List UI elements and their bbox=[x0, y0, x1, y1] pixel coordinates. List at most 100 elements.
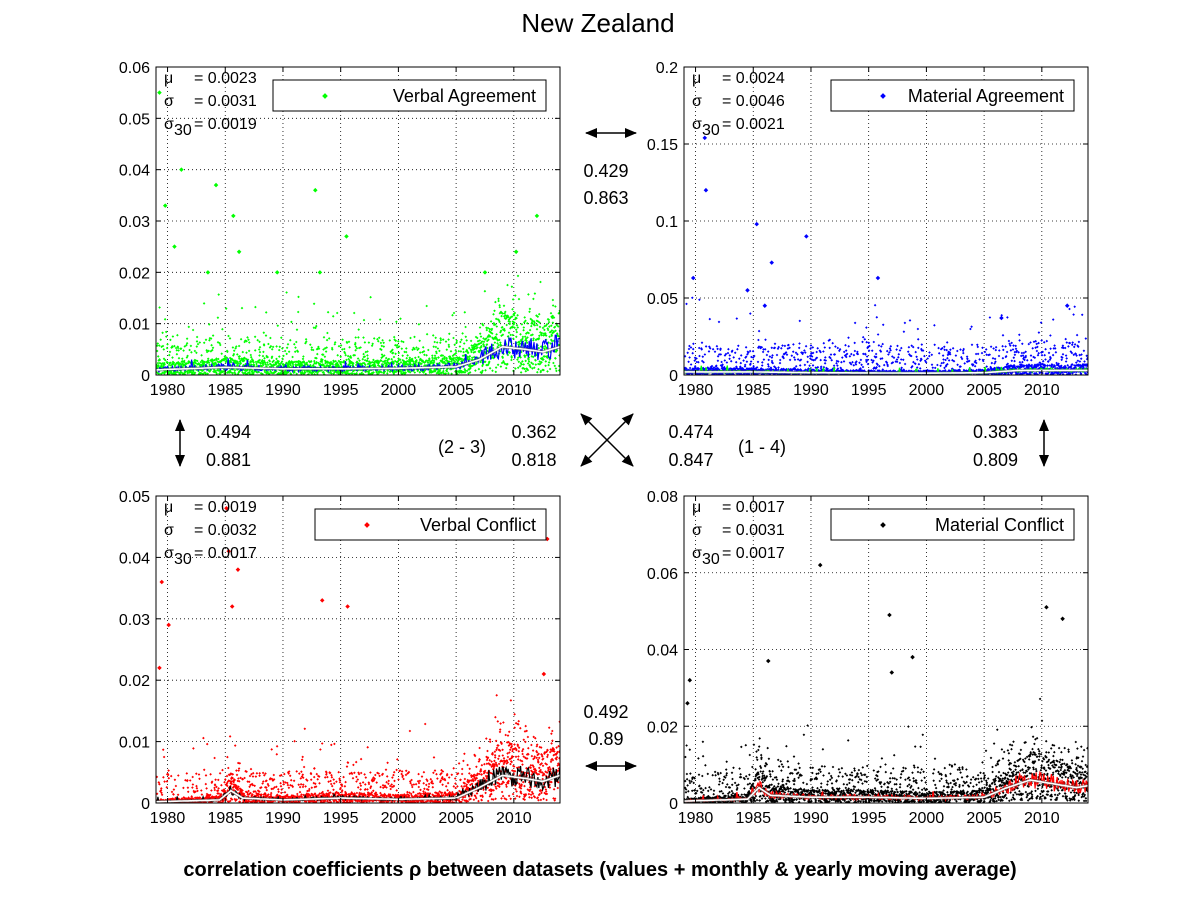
stat-mu-value: = 0.0024 bbox=[722, 70, 785, 87]
legend-label: Verbal Agreement bbox=[393, 86, 536, 106]
y-tick-label: 0.15 bbox=[647, 137, 678, 154]
stat-sigma30-subscript: 30 bbox=[702, 551, 720, 568]
x-tick-label: 2000 bbox=[909, 810, 945, 827]
legend: Verbal Agreement bbox=[272, 79, 547, 112]
scatter-point bbox=[685, 700, 690, 706]
corr-left-value-1: 0.494 bbox=[206, 422, 251, 442]
y-tick-label: 0.03 bbox=[119, 214, 150, 231]
x-tick-label: 1980 bbox=[678, 382, 714, 399]
stat-sigma-symbol: σ bbox=[164, 522, 174, 539]
stat-mu-value: = 0.0023 bbox=[194, 70, 257, 87]
yearly-moving-average bbox=[684, 369, 1088, 375]
stat-sigma30-symbol: σ bbox=[164, 116, 174, 133]
y-tick-label: 0.03 bbox=[119, 612, 150, 629]
scatter-point bbox=[319, 598, 325, 603]
x-tick-label: 1995 bbox=[851, 382, 887, 399]
yearly-moving-average bbox=[156, 345, 560, 371]
stat-sigma30-value: = 0.0017 bbox=[194, 545, 257, 562]
x-tick-label: 1990 bbox=[265, 382, 301, 399]
legend-box bbox=[272, 79, 547, 112]
stat-sigma30-subscript: 30 bbox=[174, 122, 192, 139]
y-tick-label: 0.04 bbox=[119, 163, 150, 180]
plot-area bbox=[156, 496, 560, 803]
corr-bottom-value-1: 0.492 bbox=[583, 702, 628, 722]
panel-material-conflict: 1980 1985 1990 1995 2000 2005 2010 0 0.02 0.04 0.0… bbox=[647, 489, 1089, 827]
stat-mu-symbol: μ bbox=[164, 499, 173, 516]
figure-footer: correlation coefficients ρ between datas… bbox=[183, 859, 1016, 881]
stat-sigma-symbol: σ bbox=[164, 93, 174, 110]
data-layer bbox=[684, 562, 1088, 803]
corr-top: 0.429 0.863 bbox=[583, 128, 637, 208]
y-tick-label: 0.05 bbox=[119, 489, 150, 506]
corr-top-value-1: 0.429 bbox=[583, 161, 628, 181]
x-tick-label: 1995 bbox=[851, 810, 887, 827]
x-tick-label: 1985 bbox=[207, 810, 243, 827]
scatter-point bbox=[769, 260, 774, 265]
scatter-point bbox=[344, 234, 349, 239]
y-tick-label: 0.06 bbox=[647, 566, 678, 583]
stat-mu-value: = 0.0017 bbox=[722, 499, 785, 516]
y-tick-label: 0.01 bbox=[119, 317, 150, 334]
corr-diag-1-4-value-2: 0.847 bbox=[668, 450, 713, 470]
scatter-cloud bbox=[156, 694, 560, 803]
y-tick-label: 0.06 bbox=[119, 60, 150, 77]
x-tick-label: 2005 bbox=[438, 382, 474, 399]
scatter-point bbox=[345, 604, 350, 609]
stat-sigma30-symbol: σ bbox=[692, 116, 702, 133]
corr-bottom: 0.492 0.89 bbox=[583, 702, 637, 771]
legend-label: Material Conflict bbox=[935, 515, 1064, 535]
scatter-point bbox=[875, 275, 881, 281]
x-tick-label: 1980 bbox=[678, 810, 714, 827]
legend: Verbal Conflict bbox=[314, 508, 547, 541]
stat-sigma-value: = 0.0032 bbox=[194, 522, 257, 539]
legend-marker bbox=[880, 522, 886, 528]
data-layer bbox=[156, 90, 560, 375]
legend-marker bbox=[364, 522, 370, 528]
stat-sigma-symbol: σ bbox=[692, 93, 702, 110]
y-tick-label: 0.04 bbox=[119, 550, 150, 567]
x-tick-label: 2005 bbox=[438, 810, 474, 827]
panel-verbal-agreement: 1980 1985 1990 1995 2000 2005 2010 0 0.01 0.02 0.0… bbox=[119, 60, 561, 399]
x-tick-label: 1985 bbox=[735, 382, 771, 399]
yearly-moving-average bbox=[156, 774, 560, 803]
scatter-point bbox=[766, 658, 771, 664]
stats-block: μ = 0.0023 σ = 0.0031 σ 30 = 0.0019 bbox=[164, 70, 257, 139]
x-tick-label: 1985 bbox=[207, 382, 243, 399]
scatter-point bbox=[313, 187, 318, 193]
corr-bottom-value-2: 0.89 bbox=[588, 729, 623, 749]
y-tick-label: 0.1 bbox=[656, 214, 678, 231]
legend-label: Verbal Conflict bbox=[420, 515, 536, 535]
y-tick-label: 0 bbox=[669, 796, 678, 813]
legend-box bbox=[830, 508, 1075, 541]
scatter-point bbox=[745, 288, 750, 293]
corr-diag-1-4-label: (1 - 4) bbox=[738, 437, 786, 457]
stat-sigma30-symbol: σ bbox=[164, 545, 174, 562]
stat-mu-value: = 0.0019 bbox=[194, 499, 257, 516]
corr-diag-1-4-value-1: 0.474 bbox=[668, 422, 713, 442]
corr-diagonal: (2 - 3) 0.362 0.818 0.474 0.847 (1 - 4) bbox=[438, 413, 786, 470]
yearly-moving-average bbox=[684, 779, 1088, 802]
corr-right: 0.383 0.809 bbox=[973, 419, 1049, 470]
corr-right-value-2: 0.809 bbox=[973, 450, 1018, 470]
scatter-point bbox=[317, 270, 323, 275]
x-tick-label: 1990 bbox=[793, 382, 829, 399]
panel-verbal-conflict: 1980 1985 1990 1995 2000 2005 2010 0 0.01 0.02 0.0… bbox=[119, 489, 561, 827]
y-tick-label: 0 bbox=[141, 796, 150, 813]
x-tick-label: 2000 bbox=[909, 382, 945, 399]
scatter-point bbox=[999, 315, 1004, 321]
scatter-point bbox=[1060, 616, 1065, 622]
stat-sigma30-value: = 0.0021 bbox=[722, 116, 785, 133]
legend-marker bbox=[880, 93, 886, 99]
corr-left: 0.494 0.881 bbox=[175, 419, 251, 470]
scatter-cloud bbox=[684, 296, 1088, 375]
scatter-point bbox=[482, 270, 488, 275]
y-tick-label: 0 bbox=[141, 368, 150, 385]
x-tick-label: 2000 bbox=[381, 810, 417, 827]
x-tick-label: 2000 bbox=[381, 382, 417, 399]
scatter-cloud bbox=[684, 697, 1088, 803]
stats-block: μ = 0.0019 σ = 0.0032 σ 30 = 0.0017 bbox=[164, 499, 257, 568]
y-tick-label: 0.04 bbox=[647, 643, 678, 660]
panel-material-agreement: 1980 1985 1990 1995 2000 2005 2010 0 0.05 0.1 0.15… bbox=[647, 60, 1089, 399]
